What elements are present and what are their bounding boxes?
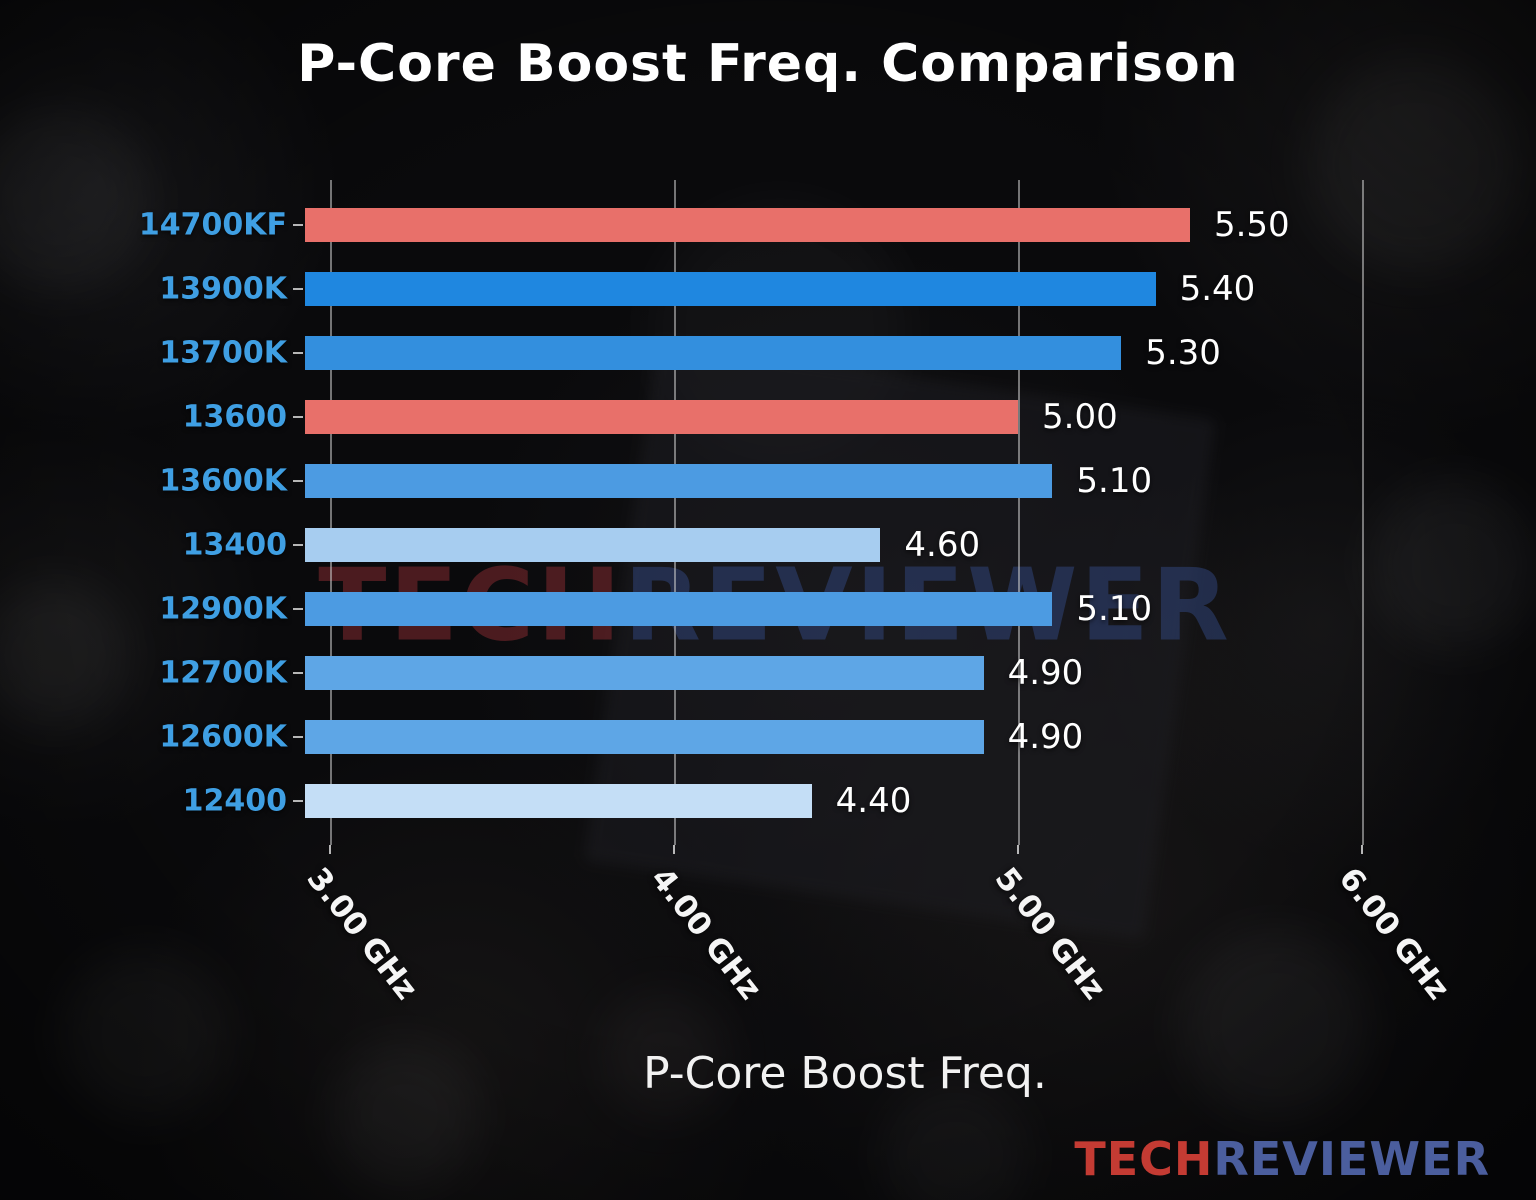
x-tick-mark bbox=[329, 845, 332, 854]
value-label: 5.50 bbox=[1213, 205, 1290, 245]
site-logo: TECHREVIEWER bbox=[1074, 1132, 1490, 1186]
x-tick-mark bbox=[673, 845, 676, 854]
category-label: 12400 bbox=[182, 783, 287, 819]
bar-14700kf bbox=[305, 208, 1190, 242]
x-gridline bbox=[1361, 180, 1364, 845]
value-label: 5.10 bbox=[1076, 461, 1153, 501]
category-label: 12600K bbox=[159, 719, 287, 755]
bar-12600k bbox=[305, 720, 984, 754]
bar-12900k bbox=[305, 592, 1053, 626]
logo-tech: TECH bbox=[1074, 1132, 1214, 1186]
category-label: 13600K bbox=[159, 463, 287, 499]
value-label: 4.90 bbox=[1007, 717, 1084, 757]
x-gridline bbox=[330, 180, 333, 845]
category-label: 12700K bbox=[159, 655, 287, 691]
category-label: 12900K bbox=[159, 591, 287, 627]
y-tick-mark bbox=[293, 608, 303, 610]
x-gridline bbox=[1018, 180, 1020, 845]
plot-area: 3.00 GHz 4.00 GHz 5.00 GHz 6.00 GHz 14700KF 5… bbox=[139, 180, 1456, 1007]
y-tick-mark bbox=[293, 480, 303, 482]
value-label: 4.90 bbox=[1007, 653, 1084, 693]
value-label: 5.00 bbox=[1042, 397, 1118, 437]
bar-12700k bbox=[305, 656, 984, 690]
category-label: 13400 bbox=[182, 527, 287, 563]
x-axis-label: P-Core Boost Freq. bbox=[643, 1048, 1047, 1099]
x-gridline bbox=[674, 180, 677, 845]
chart-title: P-Core Boost Freq. Comparison bbox=[297, 34, 1239, 94]
bar-13400 bbox=[305, 528, 881, 562]
value-label: 5.10 bbox=[1076, 589, 1153, 629]
bar-13700k bbox=[305, 336, 1122, 370]
category-label: 13700K bbox=[159, 335, 287, 371]
y-tick-mark bbox=[293, 288, 303, 290]
value-label: 4.60 bbox=[904, 525, 981, 565]
y-tick-mark bbox=[293, 416, 303, 418]
y-tick-mark bbox=[293, 736, 303, 738]
y-tick-mark bbox=[293, 544, 303, 546]
y-tick-mark bbox=[293, 352, 303, 354]
value-label: 5.30 bbox=[1145, 333, 1221, 373]
category-label: 13600 bbox=[182, 399, 287, 435]
value-label: 5.40 bbox=[1179, 269, 1256, 309]
x-tick-mark bbox=[1360, 845, 1363, 854]
bar-13600 bbox=[305, 400, 1018, 434]
x-tick-mark bbox=[1017, 845, 1019, 854]
bar-13900k bbox=[305, 272, 1156, 306]
y-tick-mark bbox=[293, 224, 303, 226]
y-tick-mark bbox=[293, 672, 303, 674]
category-label: 13900K bbox=[159, 271, 287, 307]
bar-12400 bbox=[305, 784, 812, 818]
logo-reviewer: REVIEWER bbox=[1213, 1132, 1490, 1186]
bar-13600k bbox=[305, 464, 1053, 498]
category-label: 14700KF bbox=[138, 207, 287, 243]
value-label: 4.40 bbox=[835, 781, 912, 821]
y-tick-mark bbox=[293, 800, 303, 802]
